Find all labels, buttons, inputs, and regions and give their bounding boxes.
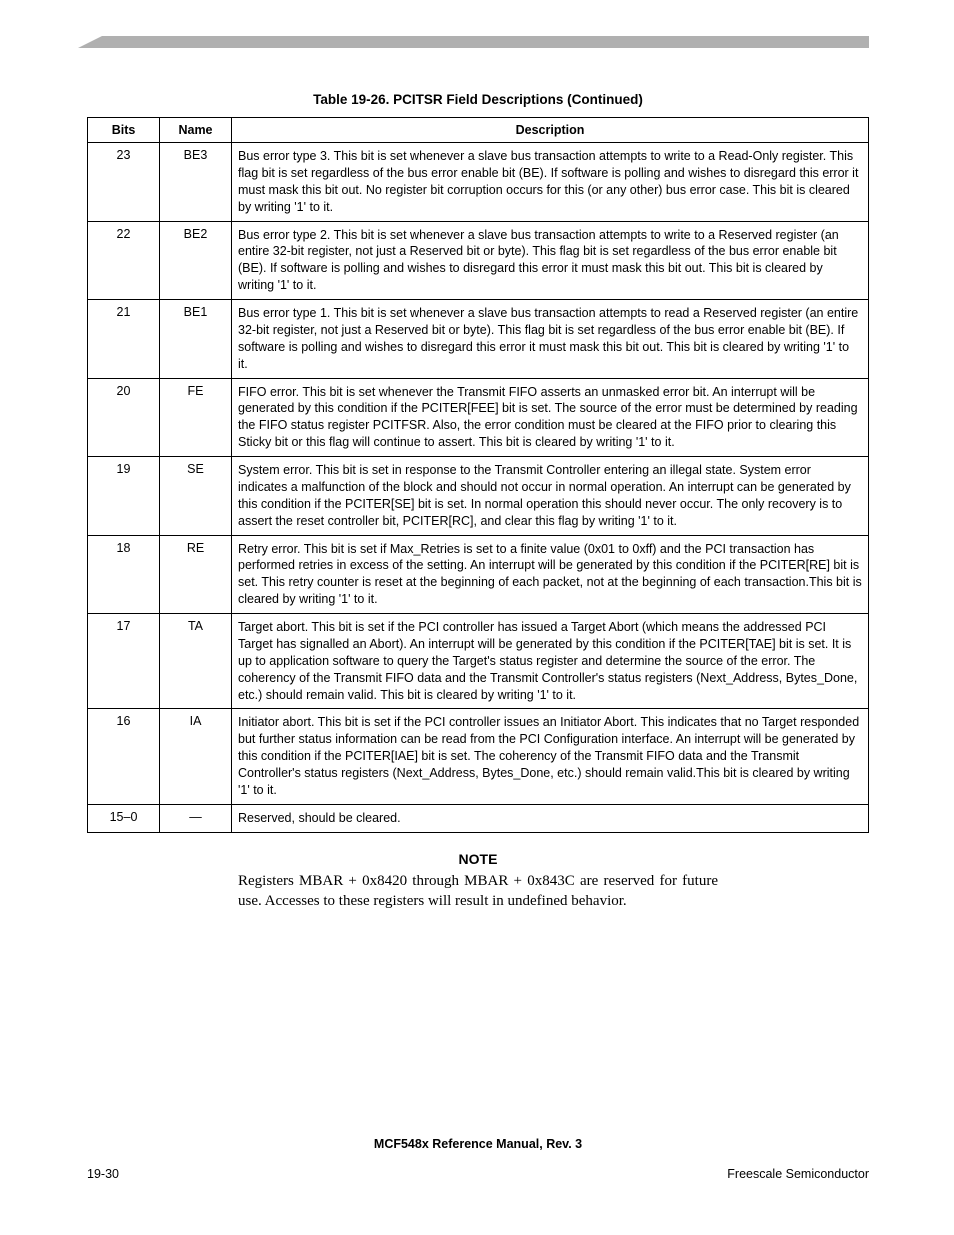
- table-row: 19 SE System error. This bit is set in r…: [88, 457, 869, 536]
- cell-desc: Reserved, should be cleared.: [232, 804, 869, 832]
- table-row: 18 RE Retry error. This bit is set if Ma…: [88, 535, 869, 614]
- page-number: 19-30: [87, 1167, 119, 1181]
- cell-bits: 17: [88, 614, 160, 709]
- cell-bits: 23: [88, 143, 160, 222]
- cell-name: TA: [160, 614, 232, 709]
- cell-bits: 16: [88, 709, 160, 804]
- cell-bits: 22: [88, 221, 160, 300]
- cell-name: BE2: [160, 221, 232, 300]
- cell-name: BE3: [160, 143, 232, 222]
- table-row: 17 TA Target abort. This bit is set if t…: [88, 614, 869, 709]
- note-text: Registers MBAR + 0x8420 through MBAR + 0…: [238, 871, 718, 912]
- cell-desc: Retry error. This bit is set if Max_Retr…: [232, 535, 869, 614]
- cell-desc: Initiator abort. This bit is set if the …: [232, 709, 869, 804]
- note-block: NOTE Registers MBAR + 0x8420 through MBA…: [87, 851, 869, 912]
- table-row: 15–0 — Reserved, should be cleared.: [88, 804, 869, 832]
- cell-name: FE: [160, 378, 232, 457]
- field-descriptions-table: Bits Name Description 23 BE3 Bus error t…: [87, 117, 869, 833]
- cell-name: SE: [160, 457, 232, 536]
- col-header-name: Name: [160, 118, 232, 143]
- cell-name: —: [160, 804, 232, 832]
- page-footer: MCF548x Reference Manual, Rev. 3 19-30 F…: [87, 1137, 869, 1181]
- cell-name: IA: [160, 709, 232, 804]
- note-heading: NOTE: [87, 851, 869, 867]
- cell-desc: System error. This bit is set in respons…: [232, 457, 869, 536]
- cell-desc: Bus error type 1. This bit is set whenev…: [232, 300, 869, 379]
- cell-bits: 20: [88, 378, 160, 457]
- cell-bits: 15–0: [88, 804, 160, 832]
- page-content: Table 19-26. PCITSR Field Descriptions (…: [87, 92, 869, 911]
- table-row: 22 BE2 Bus error type 2. This bit is set…: [88, 221, 869, 300]
- cell-desc: FIFO error. This bit is set whenever the…: [232, 378, 869, 457]
- table-row: 23 BE3 Bus error type 3. This bit is set…: [88, 143, 869, 222]
- cell-name: BE1: [160, 300, 232, 379]
- col-header-bits: Bits: [88, 118, 160, 143]
- cell-desc: Target abort. This bit is set if the PCI…: [232, 614, 869, 709]
- vendor-name: Freescale Semiconductor: [727, 1167, 869, 1181]
- footer-title: MCF548x Reference Manual, Rev. 3: [87, 1137, 869, 1151]
- header-bar-notch: [78, 36, 102, 48]
- table-row: 21 BE1 Bus error type 1. This bit is set…: [88, 300, 869, 379]
- table-row: 20 FE FIFO error. This bit is set whenev…: [88, 378, 869, 457]
- table-header-row: Bits Name Description: [88, 118, 869, 143]
- cell-bits: 18: [88, 535, 160, 614]
- col-header-desc: Description: [232, 118, 869, 143]
- header-bar: [78, 36, 869, 48]
- table-row: 16 IA Initiator abort. This bit is set i…: [88, 709, 869, 804]
- cell-bits: 19: [88, 457, 160, 536]
- cell-bits: 21: [88, 300, 160, 379]
- table-body: 23 BE3 Bus error type 3. This bit is set…: [88, 143, 869, 833]
- cell-name: RE: [160, 535, 232, 614]
- footer-row: 19-30 Freescale Semiconductor: [87, 1167, 869, 1181]
- cell-desc: Bus error type 2. This bit is set whenev…: [232, 221, 869, 300]
- cell-desc: Bus error type 3. This bit is set whenev…: [232, 143, 869, 222]
- table-title: Table 19-26. PCITSR Field Descriptions (…: [87, 92, 869, 107]
